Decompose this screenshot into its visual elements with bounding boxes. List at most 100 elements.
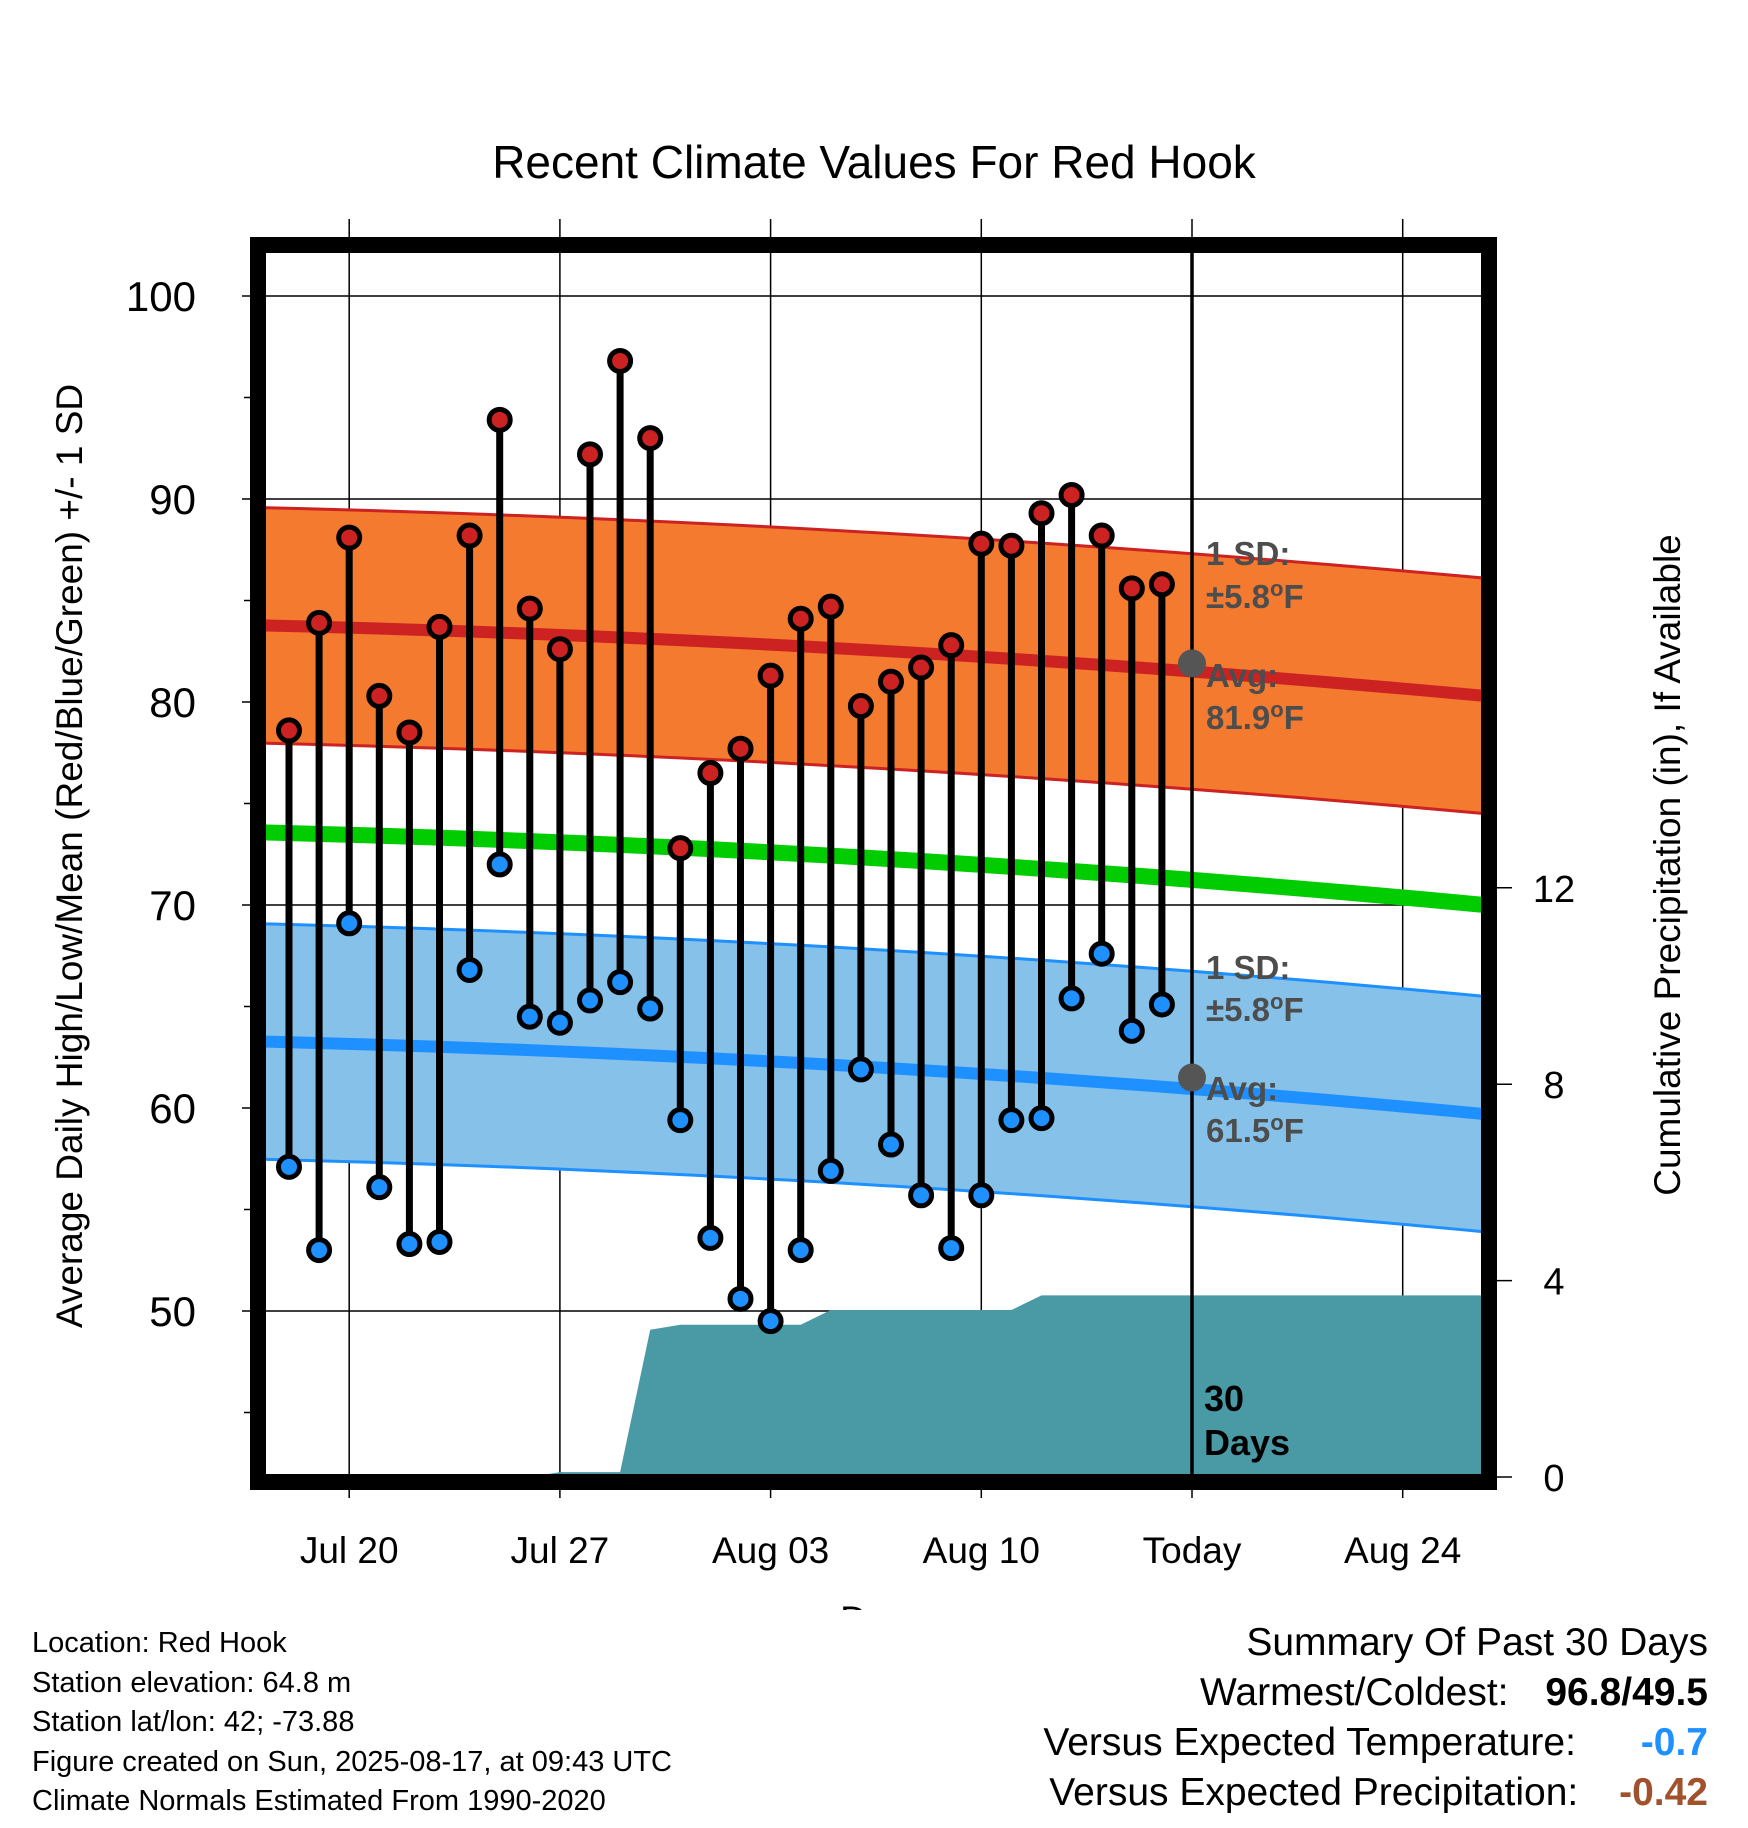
precip-label: Versus Expected Precipitation:: [1049, 1771, 1579, 1814]
warmest-value: 96.8/49.5: [1545, 1671, 1708, 1714]
days-word-label: Days: [1204, 1422, 1290, 1463]
today-high-avg-marker: [1178, 649, 1206, 678]
station-info: Location: Red Hook Station elevation: 64…: [32, 1624, 672, 1822]
high-point: [878, 668, 904, 695]
latlon-text: Station lat/lon: 42; -73.88: [32, 1706, 355, 1738]
location-text: Location: Red Hook: [32, 1627, 287, 1659]
low-point: [757, 1308, 784, 1335]
y2-tick-label: 8: [1543, 1065, 1564, 1107]
high-point: [396, 719, 423, 746]
climate-chart: Recent Climate Values For Red Hook 1 SD:…: [49, 136, 1688, 1610]
low-point: [878, 1131, 904, 1158]
low-point: [366, 1174, 393, 1201]
x-tick-label: Aug 03: [712, 1530, 829, 1571]
low-point: [1088, 940, 1115, 967]
low-point: [968, 1182, 995, 1209]
low-point: [998, 1107, 1025, 1134]
low-point: [1148, 991, 1175, 1018]
high-point: [757, 662, 784, 689]
high-point: [908, 654, 935, 681]
summary-heading: Summary Of Past 30 Days: [1246, 1621, 1708, 1664]
high-sd-upper-line: [262, 506, 1485, 580]
low-sd-label: 1 SD:: [1206, 949, 1290, 986]
high-point: [637, 425, 664, 452]
low-point: [787, 1237, 814, 1264]
low-point: [336, 910, 363, 937]
temp-label: Versus Expected Temperature:: [1043, 1721, 1576, 1764]
high-point: [1058, 481, 1085, 508]
high-sd-band: [262, 507, 1485, 814]
high-point: [938, 632, 965, 659]
x-tick-label: Aug 24: [1344, 1530, 1461, 1571]
high-point: [787, 605, 814, 632]
low-point: [426, 1228, 453, 1255]
high-point: [847, 693, 874, 720]
plot-frame: [250, 237, 1497, 1490]
low-point: [546, 1009, 573, 1036]
high-point: [366, 682, 393, 709]
low-point: [396, 1231, 423, 1258]
x-tick-label: Today: [1143, 1530, 1242, 1571]
days-count-label: 30: [1204, 1378, 1244, 1419]
high-point: [516, 595, 543, 622]
high-point: [1118, 575, 1145, 602]
high-point: [727, 735, 754, 762]
elevation-text: Station elevation: 64.8 m: [32, 1666, 352, 1699]
low-point: [577, 987, 603, 1014]
low-point: [1058, 985, 1085, 1012]
low-avg-value: 61.5oF: [1206, 1110, 1304, 1149]
high-point: [546, 636, 573, 663]
y2-tick-label: 0: [1543, 1458, 1564, 1500]
low-point: [486, 851, 513, 878]
high-point: [667, 835, 694, 862]
y2-tick-label: 4: [1543, 1262, 1564, 1304]
summary-precip-row: Versus Expected Precipitation: -0.42: [1043, 1768, 1708, 1818]
x-tick-label: Jul 27: [511, 1530, 610, 1571]
high-point: [306, 609, 333, 636]
low-point: [908, 1182, 935, 1209]
high-point: [486, 406, 513, 433]
high-point: [1088, 522, 1115, 549]
high-point: [276, 717, 302, 744]
high-point: [697, 760, 724, 787]
low-point: [847, 1056, 874, 1083]
y-tick-label: 50: [149, 1288, 196, 1335]
created-text: Figure created on Sun, 2025-08-17, at 09…: [32, 1745, 672, 1778]
y-tick-label: 90: [149, 476, 196, 523]
low-point: [456, 956, 483, 983]
low-point: [817, 1157, 844, 1184]
precip-area: [262, 1295, 1485, 1477]
low-point: [516, 1003, 543, 1030]
y-tick-label: 70: [149, 882, 196, 929]
summary-panel: Summary Of Past 30 Days Warmest/Coldest:…: [1043, 1618, 1708, 1818]
high-point: [607, 347, 634, 374]
y2-tick-label: 12: [1533, 869, 1575, 911]
low-point: [637, 995, 664, 1022]
summary-temp-row: Versus Expected Temperature: -0.7: [1043, 1718, 1708, 1768]
low-point: [306, 1237, 333, 1264]
low-avg-label: Avg:: [1206, 1070, 1278, 1107]
temp-value: -0.7: [1640, 1721, 1708, 1764]
y-axis-label: Average Daily High/Low/Mean (Red/Blue/Gr…: [49, 384, 90, 1328]
high-point: [426, 613, 453, 640]
high-point: [1028, 500, 1055, 527]
low-point: [727, 1285, 754, 1312]
x-tick-label: Aug 10: [923, 1530, 1040, 1571]
high-avg-value: 81.9oF: [1206, 697, 1304, 736]
y-tick-label: 60: [149, 1085, 196, 1132]
precip-value: -0.42: [1619, 1771, 1708, 1814]
high-point: [817, 593, 844, 620]
low-point: [1028, 1105, 1055, 1132]
low-point: [938, 1235, 965, 1262]
high-point: [577, 441, 603, 468]
chart-title: Recent Climate Values For Red Hook: [492, 136, 1257, 188]
high-sd-label: 1 SD:: [1206, 535, 1290, 572]
warmest-label: Warmest/Coldest:: [1200, 1671, 1509, 1714]
high-avg-label: Avg:: [1206, 657, 1278, 694]
high-point: [1148, 571, 1175, 598]
high-point: [968, 530, 995, 557]
high-point: [998, 532, 1025, 559]
y-tick-label: 80: [149, 679, 196, 726]
